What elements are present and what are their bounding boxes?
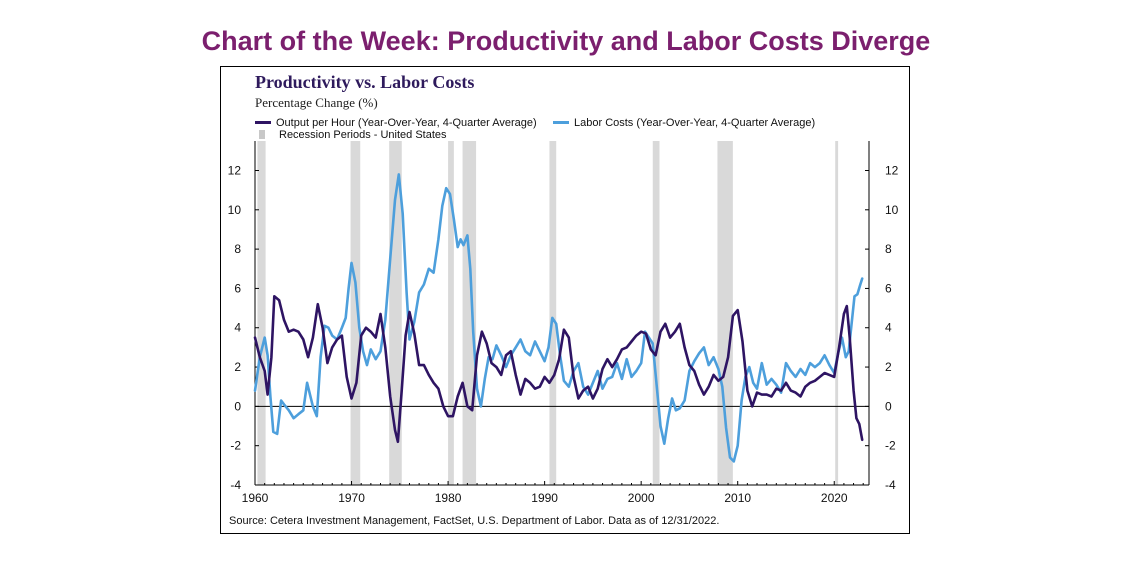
legend-recession-swatch [259,129,265,139]
recession-band-3 [448,141,454,485]
x-tick-label: 2000 [628,491,655,505]
recession-band-7 [717,141,733,485]
y-tick-label-left: 0 [234,399,241,413]
x-tick-label: 1990 [531,491,558,505]
y-tick-label-left: -4 [230,478,241,492]
y-tick-label-left: 2 [234,360,241,374]
recession-band-5 [549,141,557,485]
recession-band-8 [835,141,839,485]
y-tick-label-left: 10 [228,203,242,217]
legend-recession-entry: Recession Periods - United States [255,129,447,141]
recession-band-1 [350,141,361,485]
axes: -4 -4 -2 -2 0 0 2 2 4 4 6 6 8 8 10 10 12 12 1960 1970 1980 19… [228,141,899,505]
legend-labor-entry: Labor Costs (Year-Over-Year, 4-Quarter A… [553,117,815,129]
x-tick-label: 1970 [338,491,365,505]
y-tick-label-right: -4 [885,478,896,492]
chart-subtitle: Percentage Change (%) [255,95,378,110]
legend-labor-label: Labor Costs (Year-Over-Year, 4-Quarter A… [574,117,816,129]
y-tick-label-left: 6 [234,281,241,295]
legend-output-entry: Output per Hour (Year-Over-Year, 4-Quart… [255,117,537,129]
chart-source: Source: Cetera Investment Management, Fa… [229,515,720,527]
x-tick-label: 2020 [821,491,848,505]
legend-output-label: Output per Hour (Year-Over-Year, 4-Quart… [276,117,537,129]
y-tick-label-right: 2 [885,360,892,374]
y-tick-label-left: 12 [228,163,242,177]
y-tick-label-right: -2 [885,439,896,453]
chart-plot: -4 -4 -2 -2 0 0 2 2 4 4 6 6 8 8 10 10 12 12 1960 1970 1980 19… [228,141,899,505]
legend-output-swatch [255,120,271,124]
y-tick-label-left: 8 [234,242,241,256]
y-tick-label-left: -2 [230,439,241,453]
recession-band-6 [652,141,660,485]
output-per-hour-line [253,295,864,444]
page-heading: Chart of the Week: Productivity and Labo… [201,26,931,56]
y-tick-label-right: 0 [885,399,892,413]
series-lines [253,173,864,463]
chart-title: Productivity vs. Labor Costs [255,72,475,92]
x-tick-label: 2010 [724,491,751,505]
y-tick-label-right: 6 [885,281,892,295]
y-tick-label-right: 10 [885,203,899,217]
y-tick-label-left: 4 [234,321,241,335]
recession-bands [257,141,839,485]
labor-costs-line [253,173,864,463]
legend-labor-swatch [553,120,569,124]
recession-band-0 [257,141,266,485]
legend-recession-label: Recession Periods - United States [279,129,447,141]
recession-band-4 [462,141,477,485]
y-tick-label-right: 12 [885,163,899,177]
x-tick-label: 1960 [242,491,269,505]
y-tick-label-right: 8 [885,242,892,256]
y-tick-label-right: 4 [885,321,892,335]
chart-frame: Productivity vs. Labor Costs Percentage … [220,66,910,534]
x-tick-label: 1980 [435,491,462,505]
